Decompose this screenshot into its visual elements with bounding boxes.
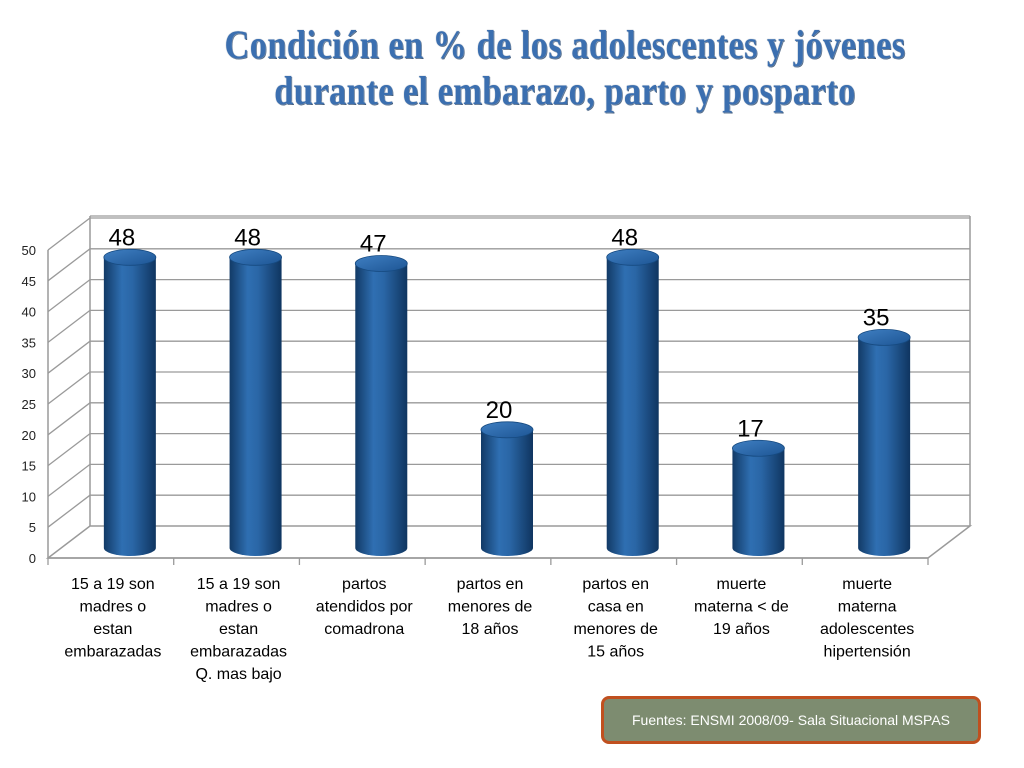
y-tick-label: 45 <box>22 274 36 289</box>
bar-body <box>103 257 156 556</box>
y-tick-label: 0 <box>29 551 36 566</box>
x-category-label-line: partos en <box>457 576 524 593</box>
y-tick-label: 35 <box>22 335 36 350</box>
data-label: 48 <box>234 224 261 251</box>
y-tick-label: 30 <box>22 366 36 381</box>
bar-top <box>857 328 911 346</box>
x-category-label: partos atendidos por comadrona <box>316 576 414 638</box>
bar <box>606 248 660 556</box>
gridline-side <box>47 217 91 251</box>
bar-body <box>732 448 785 556</box>
gridline-side <box>47 371 91 405</box>
x-category-label-line: 18 años <box>462 621 519 638</box>
x-category-label-line: menores de <box>573 621 658 638</box>
data-label: 48 <box>611 224 638 251</box>
bar <box>732 439 785 556</box>
x-category-label: 15 a 19 son madres o estan embarazadas Q. ma… <box>190 576 287 683</box>
bar <box>354 255 408 556</box>
x-category-label-line: 15 a 19 son <box>197 576 281 593</box>
data-label: 20 <box>486 397 513 424</box>
gridline-side <box>47 402 91 436</box>
chart-axes: 0 5 10 15 20 25 30 35 40 45 50 <box>22 243 929 566</box>
gridline-side <box>47 340 91 374</box>
bar-body <box>606 257 659 556</box>
x-category-label-line: Q. mas bajo <box>195 666 281 683</box>
data-label: 17 <box>737 415 764 442</box>
x-category-label-line: hipertensión <box>824 644 911 661</box>
x-category-label-line: 15 a 19 son <box>71 576 155 593</box>
data-label: 47 <box>360 230 387 257</box>
bar-top <box>354 255 408 272</box>
chart-title: Condición en % de los adolescentes y jóv… <box>182 22 947 114</box>
gridline-side <box>47 463 91 497</box>
source-text: Fuentes: ENSMI 2008/09- Sala Situacional… <box>631 712 950 728</box>
y-tick-label: 10 <box>22 489 36 504</box>
bar <box>857 328 911 556</box>
gridline-side <box>47 433 91 467</box>
x-category-label-line: 15 años <box>587 644 644 661</box>
x-category-label-line: muerte <box>842 576 892 593</box>
x-category-label-line: embarazadas <box>190 644 287 661</box>
bar <box>480 421 534 556</box>
bar-top <box>229 248 282 266</box>
bar-top <box>606 248 660 266</box>
y-tick-label: 25 <box>22 397 36 412</box>
x-category-label-line: materna < de <box>694 599 789 616</box>
bar-body <box>229 257 282 556</box>
bar-body <box>858 337 911 556</box>
x-category-label-line: atendidos por <box>316 599 414 616</box>
bar-top <box>732 439 785 457</box>
bar <box>103 248 157 556</box>
bar <box>229 248 282 556</box>
x-category-label: muerte materna < de 19 años <box>694 576 789 638</box>
chart-bars <box>103 248 911 556</box>
x-category-label-line: estan <box>93 621 132 638</box>
x-category-label-line: madres o <box>80 599 147 616</box>
source-note: Fuentes: ENSMI 2008/09- Sala Situacional… <box>601 696 981 744</box>
data-label: 48 <box>109 224 136 251</box>
x-category-label: muerte materna adolescentes hipertensión <box>820 576 914 661</box>
x-category-label: partos en casa en menores de 15 años <box>573 576 658 661</box>
y-tick-label: 20 <box>22 428 36 443</box>
data-label: 35 <box>863 304 890 331</box>
bar-top <box>103 248 157 266</box>
gridline-side <box>47 279 91 313</box>
y-tick-label: 50 <box>22 243 36 258</box>
x-category-label-line: madres o <box>205 599 272 616</box>
chart-labels: 48 15 a 19 son madres o estan embarazadas 48 1… <box>64 224 914 683</box>
bar-body <box>355 263 408 556</box>
x-category-label-line: 19 años <box>713 621 770 638</box>
chart-title-line1: Condición en % de los adolescentes y jóv… <box>224 22 906 67</box>
x-category-label-line: estan <box>219 621 258 638</box>
bar-top <box>480 421 534 439</box>
x-category-label: 15 a 19 son madres o estan embarazadas <box>64 576 161 661</box>
y-tick-label: 15 <box>22 459 36 474</box>
x-category-label-line: partos en <box>582 576 649 593</box>
x-category-label-line: materna <box>838 599 897 616</box>
gridline-side <box>47 494 91 528</box>
y-tick-label: 40 <box>22 305 36 320</box>
x-category-label-line: adolescentes <box>820 621 914 638</box>
x-category-label: partos en menores de 18 años <box>448 576 533 638</box>
bar-body <box>481 429 533 556</box>
x-category-label-line: casa en <box>588 599 644 616</box>
chart-title-line2: durante el embarazo, parto y posparto <box>274 68 856 113</box>
x-category-label-line: comadrona <box>324 621 404 638</box>
y-tick-label: 5 <box>29 520 36 535</box>
x-category-label-line: partos <box>342 576 386 593</box>
gridline-side <box>47 248 91 282</box>
gridline-side <box>47 309 91 343</box>
x-category-label-line: embarazadas <box>64 644 161 661</box>
x-category-label-line: menores de <box>448 599 533 616</box>
x-category-label-line: muerte <box>717 576 767 593</box>
